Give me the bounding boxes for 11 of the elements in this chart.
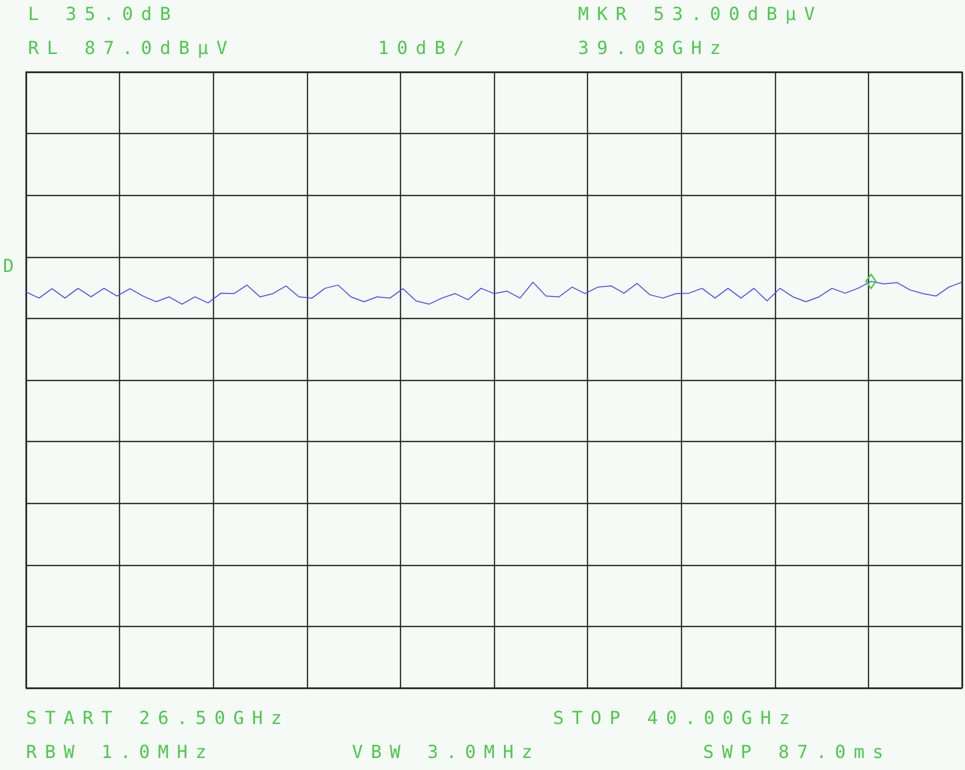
text: D: [3, 256, 14, 277]
text: START 26.50GHz: [26, 708, 290, 729]
text: SWP 87.0ms: [703, 742, 892, 763]
text: VBW 3.0MHz: [352, 742, 540, 763]
text: L 35.0dB: [28, 4, 179, 25]
text: RBW 1.0MHz: [26, 742, 214, 763]
text: 39.08GHz: [578, 38, 729, 59]
text: MKR 53.00dBμV: [578, 4, 823, 25]
text: 10dB/: [378, 38, 472, 59]
text: RL 87.0dBμV: [28, 38, 236, 59]
text: STOP 40.00GHz: [553, 708, 798, 729]
